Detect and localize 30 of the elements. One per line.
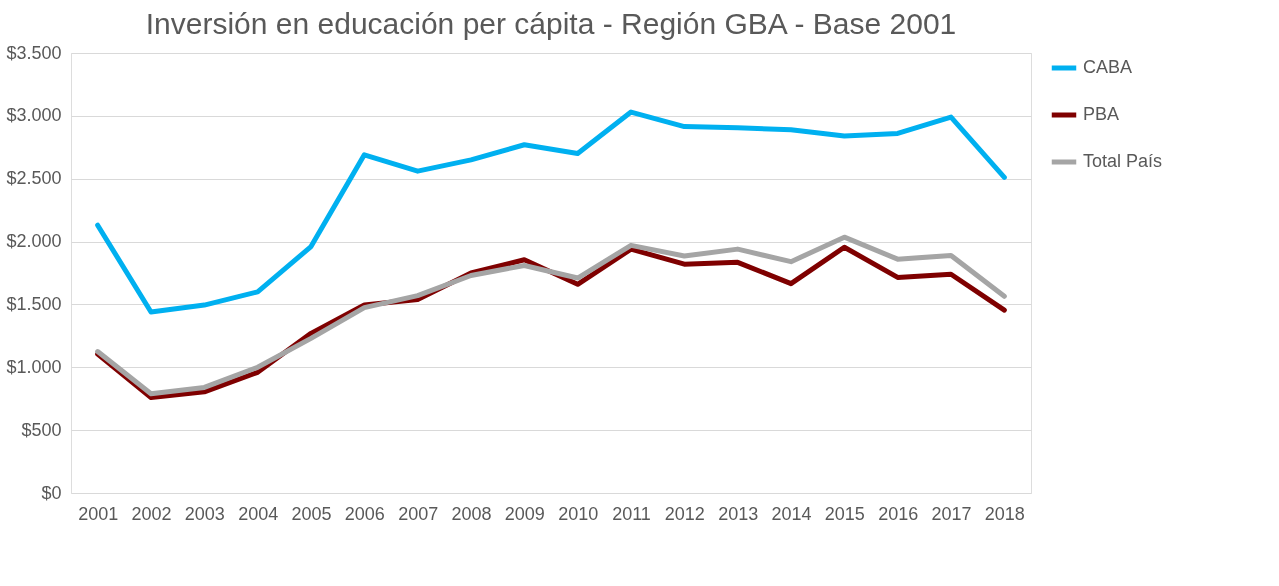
x-tick-label: 2014 bbox=[771, 503, 812, 524]
x-tick-label: 2009 bbox=[504, 503, 545, 524]
y-tick-label: $1.000 bbox=[6, 356, 62, 377]
legend-label: CABA bbox=[1083, 57, 1133, 77]
y-tick-label: $0 bbox=[41, 482, 62, 503]
x-tick-label: 2001 bbox=[78, 503, 119, 524]
y-tick-label: $500 bbox=[21, 419, 62, 440]
x-tick-label: 2010 bbox=[558, 503, 599, 524]
y-tick-label: $3.000 bbox=[6, 105, 62, 126]
legend-label: PBA bbox=[1083, 104, 1120, 124]
x-tick-label: 2004 bbox=[238, 503, 279, 524]
x-tick-label: 2012 bbox=[664, 503, 705, 524]
x-tick-label: 2002 bbox=[131, 503, 172, 524]
x-tick-label: 2006 bbox=[344, 503, 385, 524]
chart-title: Inversión en educación per cápita - Región GBA - Base 2001 bbox=[145, 7, 957, 40]
x-tick-label: 2013 bbox=[718, 503, 759, 524]
y-tick-label: $2.000 bbox=[6, 231, 62, 252]
y-tick-label: $2.500 bbox=[6, 168, 62, 189]
x-tick-label: 2005 bbox=[291, 503, 332, 524]
legend-label: Total País bbox=[1083, 151, 1163, 171]
y-tick-label: $1.500 bbox=[6, 293, 62, 314]
x-tick-label: 2018 bbox=[984, 503, 1025, 524]
y-tick-label: $3.500 bbox=[6, 42, 62, 63]
x-tick-label: 2015 bbox=[824, 503, 865, 524]
x-tick-label: 2008 bbox=[451, 503, 492, 524]
x-tick-label: 2011 bbox=[612, 503, 651, 524]
x-tick-label: 2003 bbox=[184, 503, 225, 524]
x-tick-label: 2007 bbox=[398, 503, 439, 524]
x-tick-label: 2016 bbox=[878, 503, 919, 524]
x-tick-label: 2017 bbox=[931, 503, 972, 524]
